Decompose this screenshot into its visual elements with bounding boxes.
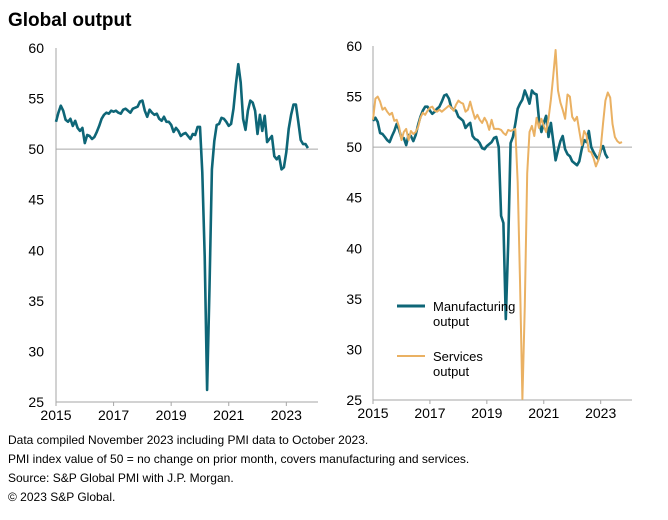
chart-title: Global output — [8, 10, 132, 31]
x-tick-label: 2021 — [213, 407, 244, 423]
x-tick-label: 2017 — [414, 405, 445, 421]
y-tick-label: 55 — [346, 89, 362, 105]
y-tick-label: 60 — [28, 40, 44, 56]
series-line-global-output — [54, 62, 310, 392]
footnote-pmi-definition: PMI index value of 50 = no change on pri… — [8, 452, 470, 466]
footnotes: Data compiled November 2023 including PM… — [8, 431, 469, 507]
x-tick-label: 2019 — [156, 407, 187, 423]
y-tick-label: 25 — [28, 394, 44, 410]
footnote-data-compiled: Data compiled November 2023 including PM… — [8, 433, 369, 447]
y-tick-label: 25 — [346, 392, 362, 408]
y-tick-label: 50 — [28, 141, 44, 157]
x-tick-label: 2021 — [528, 405, 559, 421]
y-tick-label: 50 — [346, 139, 362, 155]
y-tick-label: 30 — [346, 341, 362, 357]
y-tick-label: 30 — [28, 343, 44, 359]
series-line-services-output — [372, 49, 623, 400]
legend-label: output — [433, 364, 470, 379]
legend-label: output — [433, 314, 470, 329]
y-tick-label: 35 — [346, 291, 362, 307]
y-tick-label: 55 — [28, 91, 44, 107]
y-tick-label: 45 — [346, 190, 362, 206]
x-tick-label: 2017 — [98, 407, 129, 423]
y-tick-label: 40 — [28, 242, 44, 258]
right-chart: 25 30 35 40 45 50 55 60 2015 2017 2019 2021 2023 Manu… — [346, 38, 632, 421]
y-tick-label: 45 — [28, 192, 44, 208]
y-tick-label: 40 — [346, 240, 362, 256]
footnote-copyright: © 2023 S&P Global. — [8, 490, 116, 504]
x-tick-label: 2015 — [357, 405, 388, 421]
x-tick-label: 2023 — [271, 407, 302, 423]
y-tick-label: 35 — [28, 293, 44, 309]
series-line-manufacturing-output — [371, 89, 609, 321]
legend-label: Manufacturing — [433, 299, 515, 314]
y-tick-label: 60 — [346, 38, 362, 54]
x-tick-label: 2019 — [471, 405, 502, 421]
left-chart: 25 30 35 40 45 50 55 60 2015 2017 2019 2021 2023 — [28, 40, 318, 423]
x-tick-label: 2023 — [585, 405, 616, 421]
legend-label: Services — [433, 349, 483, 364]
x-tick-label: 2015 — [40, 407, 71, 423]
footnote-source: Source: S&P Global PMI with J.P. Morgan. — [8, 471, 234, 485]
